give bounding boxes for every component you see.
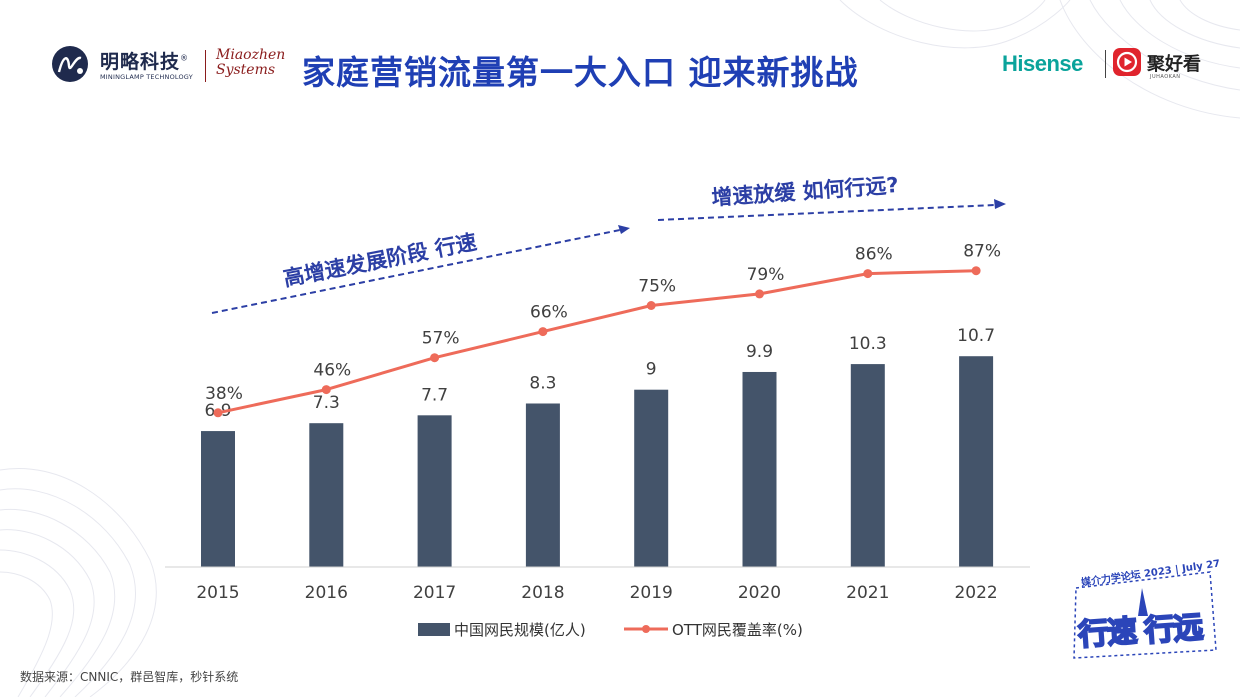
legend-bar-label: 中国网民规模(亿人) xyxy=(454,621,586,639)
line-value-label-2016: 46% xyxy=(313,361,351,381)
legend-line-marker xyxy=(642,625,650,633)
bar-value-label-2022: 10.7 xyxy=(957,326,995,346)
x-tick-label-2017: 2017 xyxy=(413,583,456,603)
x-tick-label-2015: 2015 xyxy=(196,583,239,603)
phase2-trend-arrow xyxy=(657,204,996,221)
line-point-2015 xyxy=(213,408,223,418)
line-value-label-2022: 87% xyxy=(963,242,1001,262)
line-point-2017 xyxy=(430,353,440,363)
phase1-arrowhead xyxy=(618,225,630,234)
ott-coverage-line xyxy=(217,269,977,415)
bar-value-label-2017: 7.7 xyxy=(421,385,448,405)
mininglamp-logo: 明略科技® MININGLAMP TECHNOLOGY xyxy=(50,44,200,84)
forum-badge-word-1: 行速 xyxy=(1076,613,1138,654)
x-tick-label-2019: 2019 xyxy=(630,583,673,603)
line-point-2020 xyxy=(755,289,764,299)
bar-2016 xyxy=(309,423,344,567)
line-point-2022 xyxy=(971,266,981,276)
line-value-label-2019: 75% xyxy=(638,277,676,297)
line-point-2018 xyxy=(538,327,548,337)
mininglamp-name: 明略科技 xyxy=(100,51,181,73)
bar-value-label-2018: 8.3 xyxy=(529,373,556,393)
hisense-logo: Hisense xyxy=(1002,51,1083,76)
bar-2022 xyxy=(959,356,994,567)
line-value-label-2015: 38% xyxy=(205,384,243,404)
juhaokan-subtitle: JUHAOKAN xyxy=(1150,74,1181,80)
line-point-2019 xyxy=(646,301,656,310)
juhaokan-name: 聚好看 xyxy=(1147,54,1201,75)
data-source-note: 数据来源：CNNIC，群邑智库，秒针系统 xyxy=(20,670,239,684)
x-tick-label-2021: 2021 xyxy=(846,583,889,603)
legend-line-label: OTT网民覆盖率(%) xyxy=(672,621,803,639)
x-tick-label-2022: 2022 xyxy=(954,583,997,603)
miaozhen-line2: Systems xyxy=(216,62,276,78)
forum-badge-frame xyxy=(1073,571,1217,659)
legend-bar-swatch xyxy=(418,623,450,636)
bar-2021 xyxy=(850,364,885,567)
x-tick-label-2016: 2016 xyxy=(305,583,348,603)
bar-2017 xyxy=(417,415,452,567)
page-title: 家庭营销流量第一大入口 迎来新挑战 xyxy=(302,53,859,92)
line-point-2021 xyxy=(863,269,873,279)
forum-badge-word-2: 行远 xyxy=(1142,609,1204,650)
mininglamp-subtitle: MININGLAMP TECHNOLOGY xyxy=(100,73,193,81)
line-value-label-2017: 57% xyxy=(422,329,460,349)
bar-2019 xyxy=(634,389,669,567)
line-value-label-2018: 66% xyxy=(530,303,568,323)
logo-divider xyxy=(205,50,206,82)
line-point-2016 xyxy=(321,385,331,395)
juhaokan-play-icon xyxy=(1113,48,1141,76)
x-tick-label-2018: 2018 xyxy=(521,583,564,603)
bar-value-label-2021: 10.3 xyxy=(849,334,887,354)
phase1-annotation: 高增速发展阶段 行速 xyxy=(281,230,478,291)
bar-2020 xyxy=(742,371,777,567)
line-value-label-2020: 79% xyxy=(747,265,785,285)
miaozhen-line1: Miaozhen xyxy=(216,47,286,63)
line-value-label-2021: 86% xyxy=(855,245,893,265)
registered-mark: ® xyxy=(180,53,190,63)
phase2-annotation: 增速放缓 如何行远? xyxy=(711,173,900,210)
mininglamp-mark-icon xyxy=(52,46,88,82)
bar-value-label-2020: 9.9 xyxy=(746,342,773,362)
miaozhen-logo: Miaozhen Systems xyxy=(216,47,286,78)
bar-2015 xyxy=(201,431,235,567)
x-tick-label-2020: 2020 xyxy=(738,583,781,603)
brand-divider xyxy=(1105,50,1106,78)
bar-value-label-2019: 9 xyxy=(646,360,657,380)
bar-value-label-2016: 7.3 xyxy=(313,393,340,413)
bar-2018 xyxy=(525,403,560,567)
phase2-arrowhead xyxy=(994,199,1006,209)
